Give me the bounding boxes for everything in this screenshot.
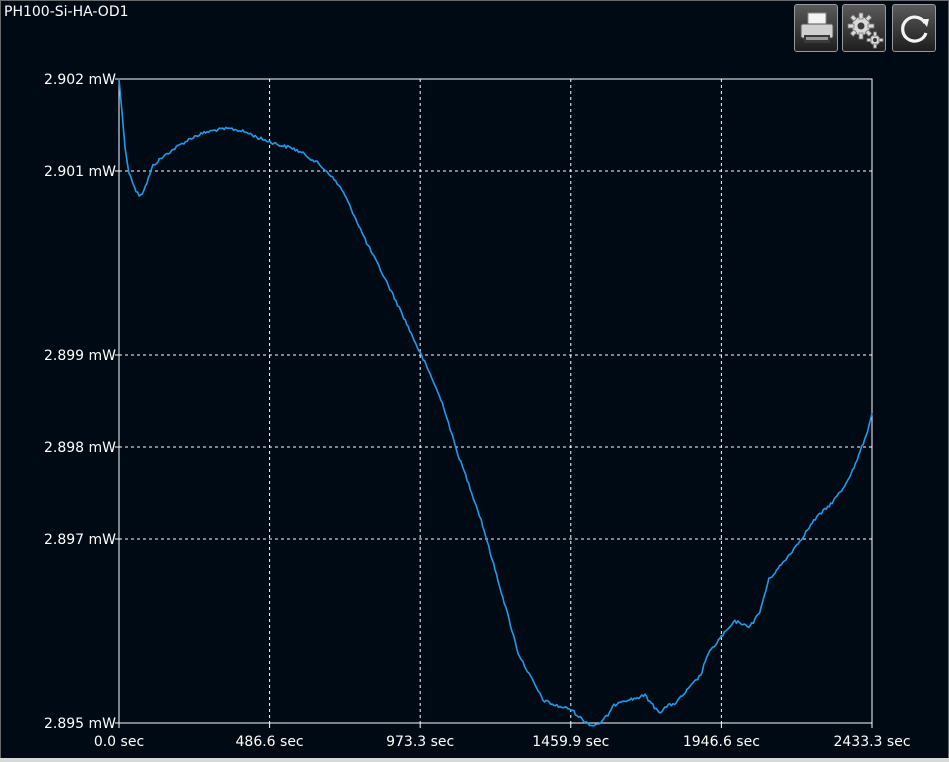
refresh-icon xyxy=(901,15,929,43)
y-tick-label: 2.902 mW xyxy=(44,72,116,88)
x-tick-label: 1459.9 sec xyxy=(532,734,609,750)
plot-area xyxy=(118,78,873,724)
y-axis: 2.895 mW 2.897 mW 2.898 mW 2.899 mW 2.901 mW… xyxy=(44,72,119,732)
x-tick-label: 0.0 sec xyxy=(94,734,144,750)
y-tick-label: 2.897 mW xyxy=(44,532,116,548)
x-tick-label: 2433.3 sec xyxy=(833,734,910,750)
y-tick-label: 2.901 mW xyxy=(44,164,116,180)
series-line xyxy=(118,78,873,727)
x-tick-label: 1946.6 sec xyxy=(683,734,760,750)
window-title: PH100-Si-HA-OD1 xyxy=(4,4,129,20)
x-axis: 0.0 sec 486.6 sec 973.3 sec 1459.9 sec 1946.… xyxy=(94,723,911,750)
gear-icon xyxy=(847,12,884,49)
settings-button[interactable] xyxy=(842,4,886,52)
printer-icon xyxy=(800,12,834,43)
refresh-button[interactable] xyxy=(892,4,936,52)
y-tick-label: 2.899 mW xyxy=(44,348,116,364)
status-strip xyxy=(0,758,949,762)
grid-lines xyxy=(119,79,872,723)
y-tick-label: 2.898 mW xyxy=(44,440,116,456)
x-tick-label: 973.3 sec xyxy=(386,734,454,750)
x-tick-label: 486.6 sec xyxy=(236,734,304,750)
print-button[interactable] xyxy=(794,4,838,52)
series-group xyxy=(118,78,873,727)
y-tick-label: 2.895 mW xyxy=(44,716,116,732)
